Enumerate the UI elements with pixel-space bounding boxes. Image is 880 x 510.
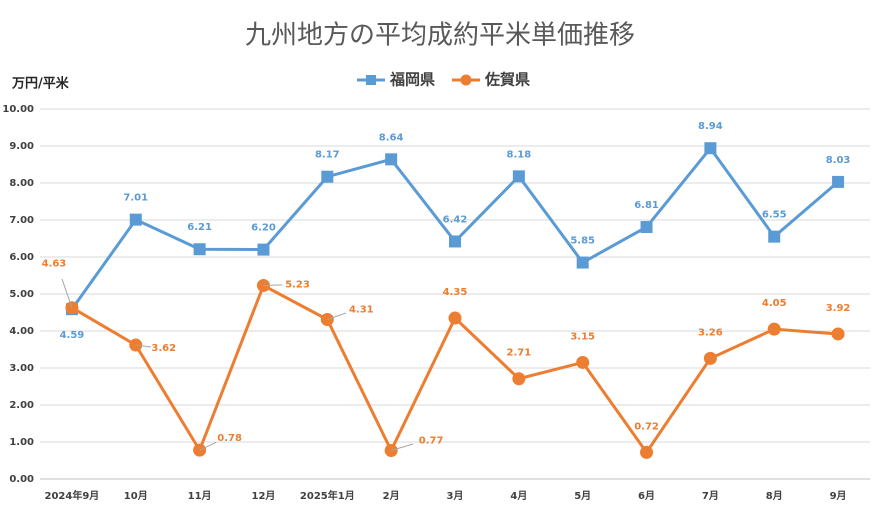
legend-marker <box>460 74 472 86</box>
data-label: 0.72 <box>634 421 659 432</box>
data-label: 4.05 <box>762 298 787 309</box>
data-label: 6.20 <box>251 223 276 234</box>
leader-line <box>391 443 414 451</box>
x-tick-label: 6月 <box>638 490 655 502</box>
data-label: 0.77 <box>419 436 444 447</box>
data-label: 4.63 <box>42 259 67 270</box>
data-label: 2.71 <box>507 348 532 359</box>
data-label: 8.03 <box>826 155 851 166</box>
y-tick-label: 2.00 <box>9 400 34 411</box>
leader-line <box>135 344 152 348</box>
x-tick-label: 8月 <box>766 490 783 502</box>
data-label: 8.17 <box>315 150 340 161</box>
marker <box>193 243 206 256</box>
y-tick-label: 1.00 <box>9 437 34 448</box>
data-label: 3.92 <box>826 303 851 314</box>
data-label: 7.01 <box>123 193 148 204</box>
y-tick-label: 7.00 <box>9 215 34 226</box>
marker <box>767 322 781 336</box>
marker <box>321 170 334 183</box>
y-axis-label: 万円/平米 <box>11 76 70 92</box>
marker <box>576 256 589 269</box>
data-label: 4.59 <box>60 330 85 341</box>
y-tick-label: 10.00 <box>2 104 34 115</box>
leader-line <box>199 441 217 451</box>
marker <box>512 170 525 183</box>
data-label: 6.81 <box>634 200 659 211</box>
x-tick-label: 5月 <box>574 490 591 502</box>
x-tick-label: 7月 <box>702 490 719 502</box>
marker <box>129 213 142 226</box>
y-tick-label: 4.00 <box>9 326 34 337</box>
x-tick-label: 10月 <box>124 490 148 502</box>
leader-line <box>61 278 73 308</box>
marker <box>385 153 398 166</box>
marker <box>704 142 717 155</box>
marker <box>703 351 717 365</box>
x-tick-label: 12月 <box>252 490 276 502</box>
y-tick-label: 8.00 <box>9 178 34 189</box>
marker <box>768 230 781 243</box>
marker <box>640 445 654 459</box>
y-tick-label: 3.00 <box>9 363 34 374</box>
data-label: 4.31 <box>349 305 374 316</box>
marker <box>576 355 590 369</box>
data-label: 6.55 <box>762 210 787 221</box>
legend-label: 福岡県 <box>389 71 435 89</box>
y-tick-label: 9.00 <box>9 141 34 152</box>
legend-label: 佐賀県 <box>484 71 530 89</box>
data-label: 3.15 <box>570 331 595 342</box>
x-tick-label: 3月 <box>447 490 464 502</box>
legend-marker <box>366 75 376 85</box>
x-tick-label: 2025年1月 <box>300 489 355 502</box>
marker <box>448 311 462 325</box>
data-label: 8.94 <box>698 121 723 132</box>
data-label: 8.18 <box>507 149 532 160</box>
x-tick-label: 2024年9月 <box>45 489 100 502</box>
marker <box>831 327 845 341</box>
chart-title: 九州地方の平均成約平米単価推移 <box>245 21 635 51</box>
x-tick-label: 9月 <box>830 490 847 502</box>
x-tick-label: 4月 <box>510 490 527 502</box>
leader-line <box>327 312 347 321</box>
marker <box>449 235 461 248</box>
data-label: 3.26 <box>698 327 723 338</box>
legend: 福岡県 佐賀県 <box>357 71 530 89</box>
y-tick-label: 0.00 <box>9 474 34 485</box>
data-label: 5.85 <box>570 236 595 247</box>
data-label: 6.42 <box>443 214 468 225</box>
marker <box>832 175 845 188</box>
data-label: 5.23 <box>285 279 310 290</box>
data-label: 8.64 <box>379 132 404 143</box>
x-tick-label: 2月 <box>383 490 400 502</box>
y-tick-label: 5.00 <box>9 289 34 300</box>
marker <box>640 221 653 234</box>
marker <box>512 372 526 386</box>
data-label: 6.21 <box>187 222 212 233</box>
x-tick-label: 11月 <box>188 490 212 502</box>
leader-line <box>263 284 283 286</box>
y-tick-label: 6.00 <box>9 252 34 263</box>
data-label: 4.35 <box>443 287 468 298</box>
marker <box>257 243 270 256</box>
data-label: 3.62 <box>151 343 176 354</box>
data-label: 0.78 <box>217 433 242 444</box>
